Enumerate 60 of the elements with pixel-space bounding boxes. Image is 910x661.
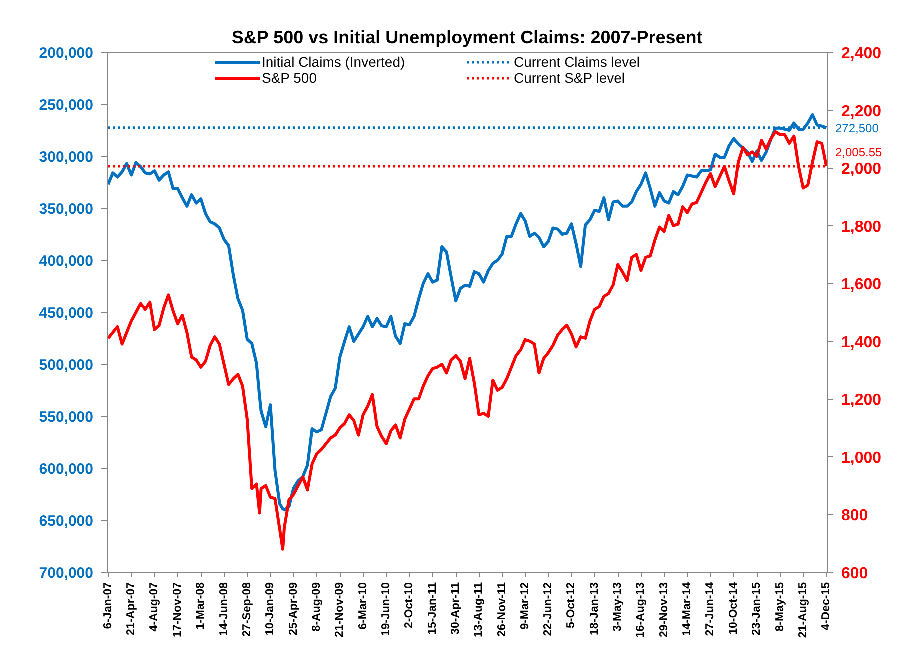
y-tick-label: 450,000 [39, 305, 94, 322]
legend-label: Current Claims level [514, 54, 642, 70]
x-tick-label: 8-May-15 [774, 582, 786, 632]
x-tick-label: 9-Mar-12 [519, 582, 532, 630]
x-tick-label: 14-Mar-14 [682, 582, 694, 636]
x-tick-label: 13-Aug-11 [473, 582, 486, 638]
x-tick-label: 10-Jan-09 [264, 582, 277, 636]
x-tick-label: 6-Jan-07 [102, 582, 114, 630]
y2-tick-label: 1,000 [842, 450, 882, 467]
x-tick-label: 22-Jun-12 [542, 582, 555, 636]
x-tick-label: 5-Oct-12 [566, 582, 578, 629]
x-tick-label: 16-Aug-13 [635, 582, 648, 638]
x-tick-label: 23-Jan-15 [751, 582, 764, 636]
y-tick-label: 500,000 [39, 357, 94, 374]
x-tick-label: 18-Jan-13 [588, 582, 601, 636]
data-label: 272,500 [836, 121, 880, 136]
x-tick-label: 3-May-13 [612, 582, 624, 632]
y-tick-label: 300,000 [39, 149, 94, 166]
chart-title: S&P 500 vs Initial Unemployment Claims: 2007-Present [232, 28, 703, 48]
x-tick-label: 21-Aug-15 [797, 582, 810, 638]
x-tick-label: 29-Nov-13 [658, 582, 670, 638]
y2-tick-label: 1,400 [842, 334, 882, 352]
y-tick-label: 550,000 [39, 409, 94, 426]
data-label: 2,005.55 [836, 146, 883, 160]
y-tick-label: 700,000 [39, 565, 94, 582]
y2-tick-label: 2,200 [842, 103, 882, 120]
y-tick-label: 350,000 [39, 201, 94, 218]
y-tick-label: 400,000 [39, 253, 94, 270]
x-tick-label: 30-Apr-11 [450, 582, 462, 635]
y2-tick-label: 1,600 [842, 276, 882, 294]
x-tick-label: 8-Aug-09 [310, 582, 323, 632]
x-tick-label: 25-Apr-09 [288, 582, 300, 636]
x-tick-label: 17-Nov-07 [172, 582, 184, 638]
y-tick-label: 600,000 [39, 461, 94, 478]
y-tick-label: 250,000 [39, 97, 94, 114]
x-tick-label: 27-Jun-14 [704, 582, 717, 636]
y2-tick-label: 2,000 [842, 161, 882, 178]
x-tick-label: 10-Oct-14 [728, 582, 740, 635]
legend-label: Initial Claims (Inverted) [262, 54, 406, 70]
x-tick-label: 6-Mar-10 [357, 582, 370, 630]
x-tick-label: 19-Jun-10 [380, 582, 392, 636]
y-tick-label: 200,000 [39, 45, 94, 62]
x-tick-label: 21-Apr-07 [126, 582, 138, 636]
y2-tick-label: 600 [842, 566, 868, 582]
y2-tick-label: 2,400 [842, 46, 882, 62]
y2-tick-label: 1,200 [842, 392, 882, 410]
x-tick-label: 21-Nov-09 [334, 582, 346, 638]
x-tick-label: 15-Jan-11 [426, 582, 439, 635]
x-tick-label: 4-Dec-15 [820, 582, 833, 630]
y-tick-label: 650,000 [39, 513, 94, 530]
legend-label: Current S&P level [514, 70, 626, 86]
y2-tick-label: 800 [842, 508, 868, 525]
x-tick-label: 26-Nov-11 [496, 582, 508, 637]
legend-label: S&P 500 [262, 70, 318, 86]
x-tick-label: 2-Oct-10 [404, 582, 416, 629]
x-tick-label: 14-Jun-08 [218, 582, 230, 636]
x-tick-label: 27-Sep-08 [241, 582, 254, 637]
y2-tick-label: 1,800 [842, 218, 882, 236]
x-tick-label: 1-Mar-08 [195, 582, 208, 630]
x-tick-label: 4-Aug-07 [148, 582, 161, 632]
